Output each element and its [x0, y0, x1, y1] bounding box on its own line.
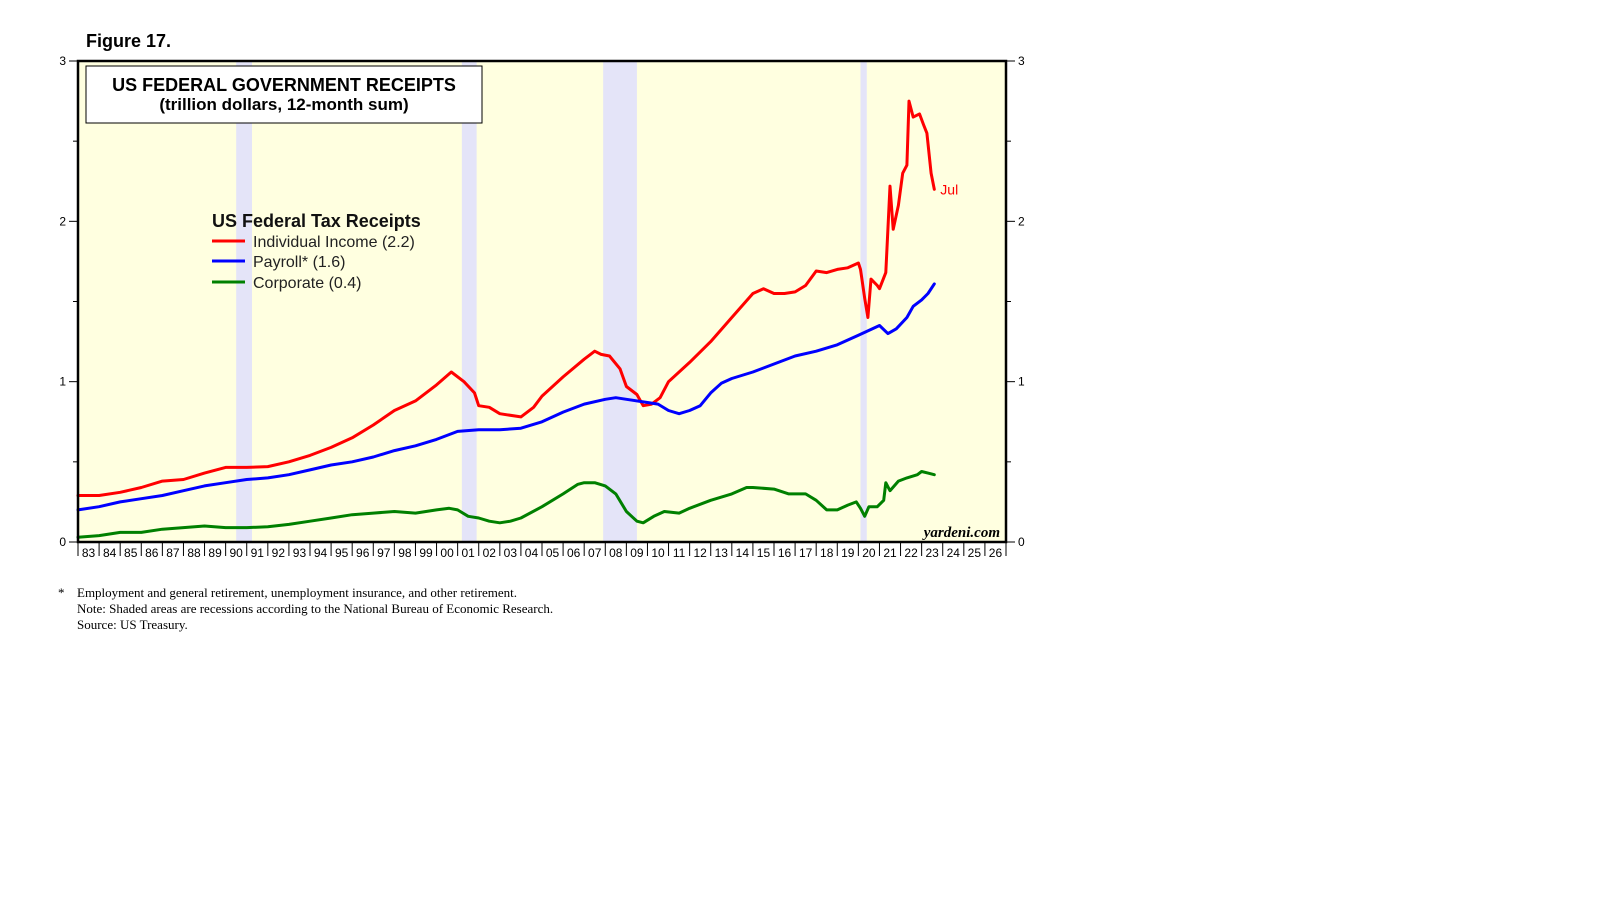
end-label-jul: Jul	[940, 181, 958, 197]
chart-svg: 0 01 12 23 383 84 85 86 87 88 89 90 91 92 93 94 95 96 97 98…	[59, 54, 1025, 560]
x-tick-label-89: 89	[208, 546, 222, 560]
x-tick-label-83: 83	[82, 546, 96, 560]
series-line-individual-income	[76, 99, 936, 497]
legend-item-payroll: Payroll* (1.6)	[253, 254, 345, 271]
x-tick-label-22: 22	[904, 546, 918, 560]
x-tick-label-10: 10	[651, 546, 665, 560]
plot-frame	[76, 59, 1008, 544]
footnote-asterisk: *	[58, 585, 65, 600]
x-tick-label-12: 12	[694, 546, 708, 560]
x-tick-label-85: 85	[124, 546, 138, 560]
x-tick-label-94: 94	[314, 546, 328, 560]
x-tick-label-14: 14	[736, 546, 750, 560]
x-tick-label-88: 88	[187, 546, 201, 560]
legend-item-individual-income: Individual Income (2.2)	[253, 234, 415, 251]
series-line-payroll	[76, 282, 936, 512]
footnotes: * Employment and general retirement, une…	[58, 585, 553, 633]
x-tick-label-26: 26	[989, 546, 1003, 560]
x-tick-label-15: 15	[757, 546, 771, 560]
y-tick-label-left-2: 2	[59, 214, 66, 228]
x-tick-label-86: 86	[145, 546, 159, 560]
y-tick-label-left-1: 1	[59, 375, 66, 389]
x-tick-label-96: 96	[356, 546, 370, 560]
x-tick-label-18: 18	[820, 546, 834, 560]
recession-band-2	[461, 61, 477, 542]
y-tick-label-left-0: 0	[59, 535, 66, 549]
footnote-payroll-definition: Employment and general retirement, unemp…	[77, 585, 518, 600]
y-tick-label-right-0: 0	[1018, 535, 1025, 549]
y-tick-label-right-3: 3	[1018, 54, 1025, 68]
x-tick-label-90: 90	[230, 546, 244, 560]
y-tick-label-left-3: 3	[59, 54, 66, 68]
x-tick-label-03: 03	[504, 546, 518, 560]
x-tick-label-97: 97	[377, 546, 391, 560]
x-tick-label-24: 24	[947, 546, 961, 560]
legend-item-corporate: Corporate (0.4)	[253, 275, 362, 292]
recession-band-4	[860, 61, 867, 542]
x-tick-label-20: 20	[862, 546, 876, 560]
x-tick-label-25: 25	[968, 546, 982, 560]
y-tick-label-right-1: 1	[1018, 375, 1025, 389]
x-tick-label-01: 01	[462, 546, 476, 560]
x-tick-label-09: 09	[630, 546, 644, 560]
x-tick-label-95: 95	[335, 546, 349, 560]
x-tick-label-02: 02	[483, 546, 497, 560]
x-tick-label-04: 04	[525, 546, 539, 560]
x-tick-label-99: 99	[419, 546, 433, 560]
x-tick-label-16: 16	[778, 546, 792, 560]
x-tick-label-91: 91	[251, 546, 265, 560]
x-tick-label-98: 98	[398, 546, 412, 560]
recession-band-3	[603, 61, 637, 542]
x-tick-label-13: 13	[715, 546, 729, 560]
x-tick-label-05: 05	[546, 546, 560, 560]
series-line-corporate	[76, 470, 936, 539]
plot-background	[78, 61, 1006, 542]
footnote-source: Source: US Treasury.	[77, 617, 188, 632]
chart-title: US FEDERAL GOVERNMENT RECEIPTS	[112, 75, 456, 95]
chart-subtitle: (trillion dollars, 12-month sum)	[159, 95, 408, 114]
x-tick-label-93: 93	[293, 546, 307, 560]
legend-title: US Federal Tax Receipts	[212, 211, 421, 231]
x-tick-label-08: 08	[609, 546, 623, 560]
title-box	[85, 65, 483, 124]
x-tick-label-19: 19	[841, 546, 855, 560]
watermark: yardeni.com	[922, 525, 1000, 541]
recession-band-1	[236, 61, 252, 542]
x-tick-label-23: 23	[926, 546, 940, 560]
figure-label: Figure 17.	[86, 31, 172, 51]
x-tick-label-06: 06	[567, 546, 581, 560]
x-tick-label-84: 84	[103, 546, 117, 560]
y-tick-label-right-2: 2	[1018, 214, 1025, 228]
x-tick-label-21: 21	[883, 546, 897, 560]
x-tick-label-11: 11	[673, 546, 686, 560]
x-tick-label-07: 07	[588, 546, 602, 560]
x-tick-label-87: 87	[166, 546, 180, 560]
footnote-recession-note: Note: Shaded areas are recessions accord…	[77, 601, 554, 616]
x-tick-label-00: 00	[440, 546, 454, 560]
x-tick-label-17: 17	[799, 546, 813, 560]
x-tick-label-92: 92	[272, 546, 286, 560]
